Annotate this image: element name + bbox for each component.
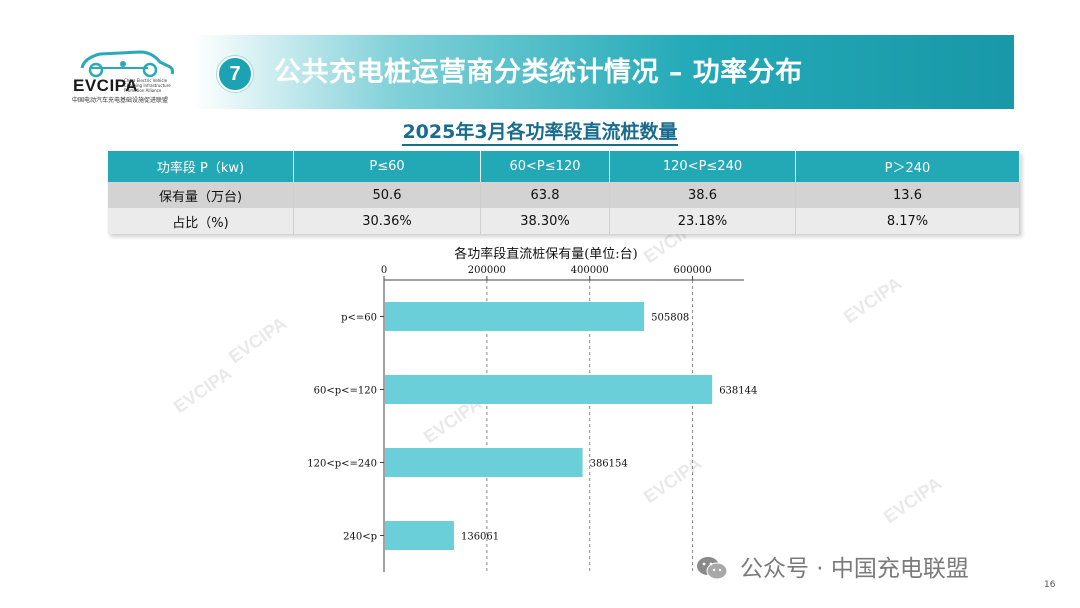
bar-chart: 各功率段直流桩保有量(单位:台) 0 200000 400000 600000 p<=…: [307, 246, 757, 572]
table-cell: 38.6: [609, 182, 796, 208]
category-label: 60<p<=120: [314, 386, 377, 397]
category-label: p<=60: [341, 313, 377, 324]
bar: [385, 302, 645, 331]
page-number: 16: [1044, 580, 1056, 590]
bar: [385, 448, 583, 477]
footer-text: 公众号 · 中国充电联盟: [740, 556, 969, 582]
x-tick-label: 200000: [468, 265, 506, 276]
table-cell: 保有量（万台): [108, 182, 294, 208]
table-cell: 63.8: [480, 182, 610, 208]
table-header-cell: 功率段 P（kw): [108, 151, 294, 182]
data-label: 136061: [461, 532, 499, 543]
data-label: 638144: [719, 386, 757, 397]
data-label: 386154: [590, 459, 628, 470]
table-header-cell: 60<P≤120: [480, 151, 610, 182]
x-tick-label: 600000: [673, 265, 711, 276]
power-distribution-table: 功率段 P（kw) P≤60 60<P≤120 120<P≤240 P＞240 …: [108, 151, 1020, 234]
header-bar: [193, 35, 1014, 109]
logo-subtitle: China Electric Vehicle Charging Infrastr…: [124, 78, 171, 93]
category-label: 240<p: [343, 532, 377, 543]
x-tick-label: 400000: [571, 265, 609, 276]
table-cell: 30.36%: [293, 208, 481, 234]
watermark: EVCIPA: [169, 363, 236, 418]
table-row: 保有量（万台) 50.6 63.8 38.6 13.6: [108, 182, 1020, 208]
watermark: EVCIPA: [839, 273, 906, 328]
section-title: 2025年3月各功率段直流桩数量: [0, 117, 1080, 146]
watermark: EVCIPA: [879, 473, 946, 528]
table-header-cell: P≤60: [293, 151, 481, 182]
data-label: 505808: [651, 313, 689, 324]
bar: [385, 375, 713, 404]
logo-name: EVCIPA: [73, 76, 139, 95]
table-cell: 50.6: [293, 182, 481, 208]
chart-title: 各功率段直流桩保有量(单位:台): [454, 246, 638, 262]
category-label: 120<p<=240: [307, 459, 377, 470]
section-title-text: 2025年3月各功率段直流桩数量: [402, 121, 678, 146]
table-cell: 13.6: [795, 182, 1020, 208]
evcipa-car-logo-icon: [80, 50, 174, 78]
table-cell: 8.17%: [795, 208, 1020, 234]
wechat-icon: [697, 557, 728, 580]
table-header-cell: 120<P≤240: [609, 151, 796, 182]
x-tick-label: 0: [381, 265, 387, 276]
table-row: 占比（%) 30.36% 38.30% 23.18% 8.17%: [108, 208, 1020, 234]
page-title: 公共充电桩运营商分类统计情况 – 功率分布: [274, 57, 803, 88]
table-cell: 38.30%: [480, 208, 610, 234]
table-header-row: 功率段 P（kw) P≤60 60<P≤120 120<P≤240 P＞240: [108, 151, 1020, 182]
bar: [385, 521, 454, 550]
table-cell: 23.18%: [609, 208, 796, 234]
table-header-cell: P＞240: [795, 151, 1020, 182]
watermark: EVCIPA: [224, 313, 291, 368]
logo-cn-name: 中国电动汽车充电基础设施促进联盟: [72, 97, 169, 104]
table-cell: 占比（%): [108, 208, 294, 234]
section-number-badge: 7: [217, 56, 253, 92]
